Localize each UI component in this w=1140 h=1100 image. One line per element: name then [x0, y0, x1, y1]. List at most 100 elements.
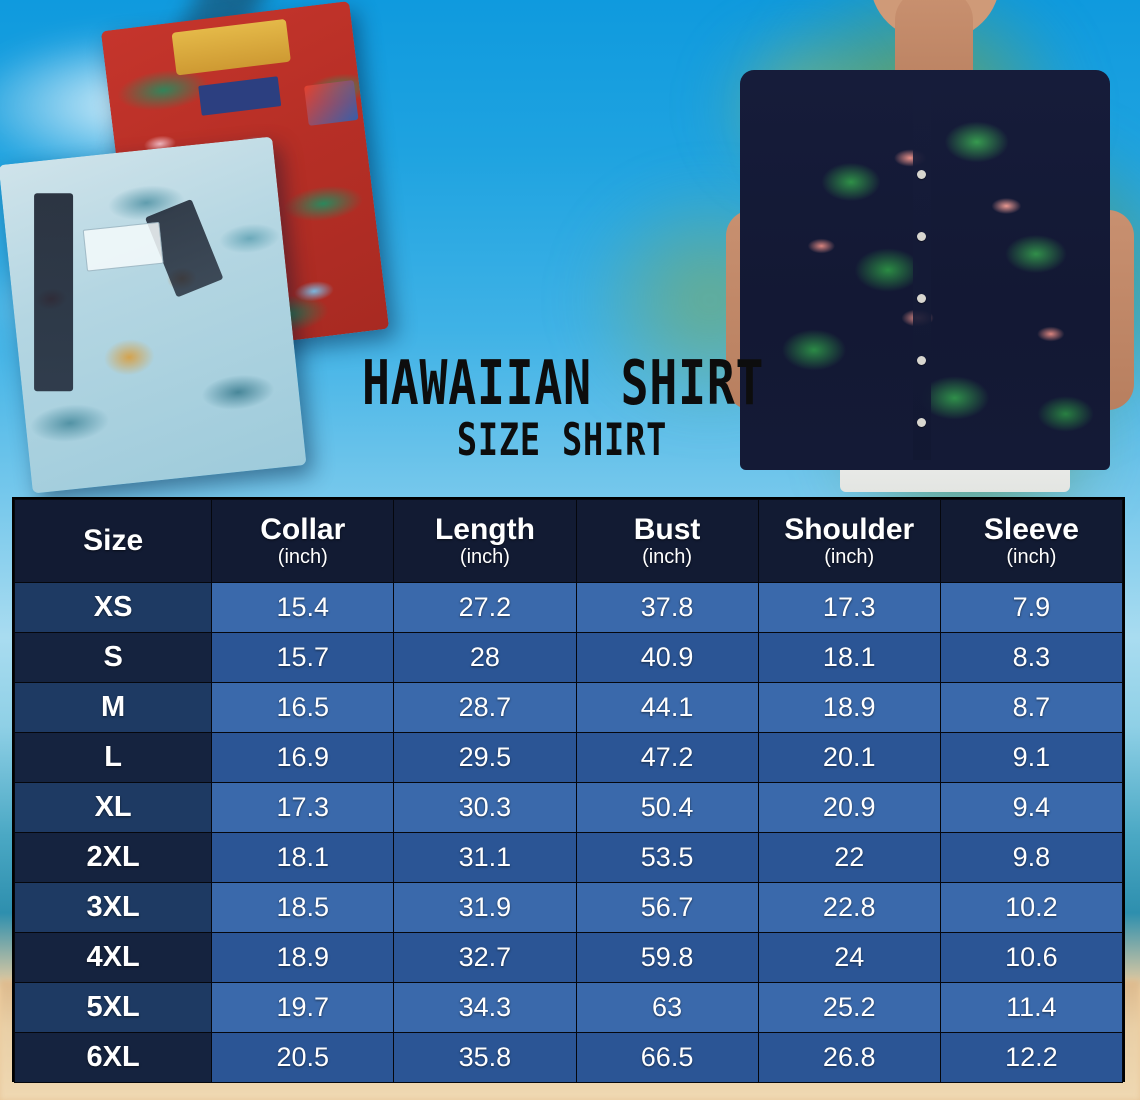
- cell-collar: 15.7: [211, 632, 395, 683]
- table-row: XS 15.4 27.2 37.8 17.3 7.9: [13, 582, 1124, 633]
- cell-size: L: [13, 732, 213, 783]
- shirt-brand-label: [198, 76, 282, 116]
- header-unit: (inch): [642, 545, 693, 568]
- shirt-button-placket: [913, 80, 931, 460]
- cell-shoulder: 18.1: [757, 632, 941, 683]
- cell-sleeve: 9.1: [939, 732, 1124, 783]
- shirt-button: [917, 418, 926, 427]
- cell-sleeve: 10.2: [939, 882, 1124, 933]
- model-photo: [720, 0, 1140, 492]
- cell-size: 3XL: [13, 882, 213, 933]
- table-row: 3XL 18.5 31.9 56.7 22.8 10.2: [13, 882, 1124, 933]
- header-label: Shoulder: [784, 512, 915, 546]
- cell-size: 2XL: [13, 832, 213, 883]
- cell-length: 31.1: [393, 832, 577, 883]
- shirt-logo-patch: [304, 80, 359, 126]
- header-label: Bust: [633, 512, 701, 546]
- size-chart-table: Size Collar (inch) Length (inch) Bust (i…: [12, 497, 1125, 1083]
- header-row: Size Collar (inch) Length (inch) Bust (i…: [13, 499, 1124, 583]
- cell-length: 28.7: [393, 682, 577, 733]
- cell-sleeve: 9.4: [939, 782, 1124, 833]
- size-table: Size Collar (inch) Length (inch) Bust (i…: [13, 499, 1124, 1083]
- cell-length: 34.3: [393, 982, 577, 1033]
- table-header: Size Collar (inch) Length (inch) Bust (i…: [13, 499, 1124, 583]
- cell-collar: 18.5: [211, 882, 395, 933]
- header-unit: (inch): [277, 545, 328, 568]
- shirt-pocket: [82, 221, 164, 273]
- cell-size: XL: [13, 782, 213, 833]
- cell-size: S: [13, 632, 213, 683]
- cell-collar: 15.4: [211, 582, 395, 633]
- cell-sleeve: 12.2: [939, 1032, 1124, 1083]
- cell-length: 27.2: [393, 582, 577, 633]
- shirt-placket: [34, 193, 73, 392]
- cell-bust: 44.1: [575, 682, 759, 733]
- table-row: 5XL 19.7 34.3 63 25.2 11.4: [13, 982, 1124, 1033]
- cell-shoulder: 25.2: [757, 982, 941, 1033]
- cell-shoulder: 18.9: [757, 682, 941, 733]
- header-unit: (inch): [824, 545, 875, 568]
- cell-shoulder: 20.1: [757, 732, 941, 783]
- shirt-collar: [171, 18, 291, 76]
- cell-sleeve: 8.7: [939, 682, 1124, 733]
- cell-bust: 50.4: [575, 782, 759, 833]
- cell-shoulder: 22: [757, 832, 941, 883]
- cell-length: 35.8: [393, 1032, 577, 1083]
- shirt-button: [917, 356, 926, 365]
- table-row: 6XL 20.5 35.8 66.5 26.8 12.2: [13, 1032, 1124, 1083]
- header-label: Size: [83, 524, 144, 558]
- header-label: Length: [434, 512, 535, 546]
- table-body: XS 15.4 27.2 37.8 17.3 7.9 S 15.7 28 40.9 18.1 8.3 M…: [13, 582, 1124, 1083]
- cell-bust: 63: [575, 982, 759, 1033]
- column-header-sleeve: Sleeve (inch): [939, 499, 1124, 583]
- cell-shoulder: 17.3: [757, 582, 941, 633]
- cell-collar: 17.3: [211, 782, 395, 833]
- table-row: XL 17.3 30.3 50.4 20.9 9.4: [13, 782, 1124, 833]
- cell-collar: 18.9: [211, 932, 395, 983]
- cell-length: 32.7: [393, 932, 577, 983]
- cell-bust: 40.9: [575, 632, 759, 683]
- table-row: L 16.9 29.5 47.2 20.1 9.1: [13, 732, 1124, 783]
- shirt-button: [917, 170, 926, 179]
- cell-length: 29.5: [393, 732, 577, 783]
- page-subtitle: SIZE SHIRT: [456, 413, 668, 466]
- column-header-size: Size: [13, 499, 213, 583]
- cell-length: 30.3: [393, 782, 577, 833]
- table-row: 4XL 18.9 32.7 59.8 24 10.6: [13, 932, 1124, 983]
- cell-size: 6XL: [13, 1032, 213, 1083]
- title-block: HAWAIIAN SHIRT SIZE SHIRT: [312, 346, 812, 466]
- cell-bust: 59.8: [575, 932, 759, 983]
- shirt-button: [917, 294, 926, 303]
- cell-bust: 47.2: [575, 732, 759, 783]
- blue-hawaiian-shirt-image: [0, 136, 307, 494]
- cell-shoulder: 20.9: [757, 782, 941, 833]
- cell-size: 5XL: [13, 982, 213, 1033]
- shirt-button: [917, 232, 926, 241]
- cell-collar: 19.7: [211, 982, 395, 1033]
- cell-shoulder: 24: [757, 932, 941, 983]
- cell-length: 31.9: [393, 882, 577, 933]
- cell-bust: 53.5: [575, 832, 759, 883]
- table-row: M 16.5 28.7 44.1 18.9 8.7: [13, 682, 1124, 733]
- cell-bust: 37.8: [575, 582, 759, 633]
- column-header-collar: Collar (inch): [211, 499, 395, 583]
- cell-size: 4XL: [13, 932, 213, 983]
- cell-sleeve: 9.8: [939, 832, 1124, 883]
- column-header-bust: Bust (inch): [575, 499, 759, 583]
- cell-length: 28: [393, 632, 577, 683]
- header-unit: (inch): [1006, 545, 1057, 568]
- cell-sleeve: 11.4: [939, 982, 1124, 1033]
- cell-shoulder: 22.8: [757, 882, 941, 933]
- cell-sleeve: 8.3: [939, 632, 1124, 683]
- table-row: S 15.7 28 40.9 18.1 8.3: [13, 632, 1124, 683]
- column-header-length: Length (inch): [393, 499, 577, 583]
- table-row: 2XL 18.1 31.1 53.5 22 9.8: [13, 832, 1124, 883]
- header-unit: (inch): [459, 545, 510, 568]
- cell-collar: 18.1: [211, 832, 395, 883]
- page-title: HAWAIIAN SHIRT: [362, 346, 765, 419]
- cell-bust: 56.7: [575, 882, 759, 933]
- cell-collar: 16.5: [211, 682, 395, 733]
- cell-sleeve: 10.6: [939, 932, 1124, 983]
- cell-collar: 16.9: [211, 732, 395, 783]
- cell-shoulder: 26.8: [757, 1032, 941, 1083]
